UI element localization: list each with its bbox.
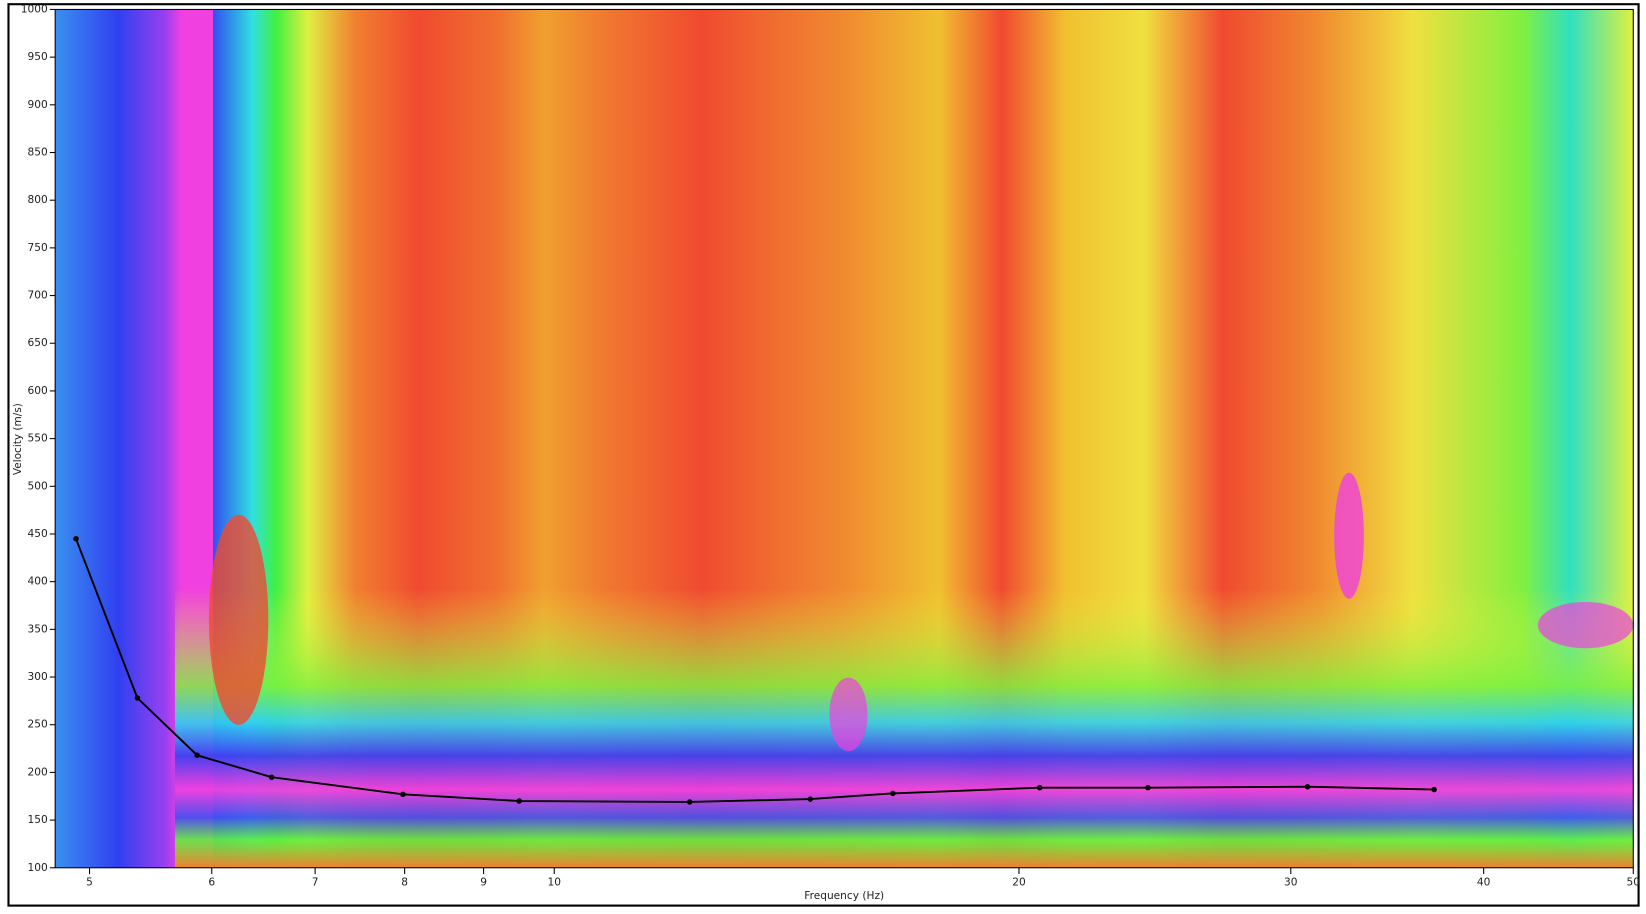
point: [1304, 783, 1311, 790]
y-tick-label: 350: [27, 623, 48, 635]
y-tick-label: 100: [27, 862, 48, 874]
heatmap-spot: [208, 514, 269, 725]
heatmap-spot: [1334, 472, 1364, 599]
y-axis-label: Velocity (m/s): [12, 403, 24, 475]
point: [890, 790, 896, 797]
y-tick-label: 450: [27, 528, 48, 540]
y-tick-label: 900: [27, 99, 48, 111]
x-tick-label: 6: [208, 877, 215, 889]
heatmap-band: [174, 588, 1634, 868]
x-axis-label: Frequency (Hz): [804, 890, 884, 902]
y-tick-label: 500: [27, 480, 48, 492]
x-tick-label: 8: [401, 877, 408, 889]
point: [134, 695, 141, 701]
heatmap-spot: [829, 677, 868, 752]
x-tick-label: 30: [1284, 877, 1298, 889]
y-tick-label: 200: [27, 766, 48, 778]
y-tick-label: 800: [27, 194, 48, 206]
point: [400, 791, 406, 798]
y-tick-label: 250: [27, 719, 48, 731]
y-tick-label: 950: [27, 51, 48, 63]
outer-frame: [7, 3, 1640, 907]
point: [1036, 784, 1043, 791]
y-tick-label: 1000: [21, 3, 48, 15]
x-tick-label: 40: [1477, 877, 1491, 889]
x-tick-label: 20: [1012, 877, 1026, 889]
point: [1431, 786, 1437, 793]
y-tick-label: 650: [27, 337, 48, 349]
x-tick-label: 10: [548, 877, 562, 889]
point: [516, 798, 522, 804]
x-tick-label: 7: [312, 877, 319, 889]
x-tick-label: 50: [1627, 877, 1641, 889]
y-tick-label: 600: [27, 385, 48, 397]
y-tick-label: 750: [27, 242, 48, 254]
y-tick-label: 400: [27, 576, 48, 588]
y-tick-label: 300: [27, 671, 48, 683]
y-tick-label: 150: [27, 814, 48, 826]
point: [268, 774, 275, 780]
heatmap-spot: [1537, 601, 1634, 649]
point: [1145, 784, 1151, 791]
point: [687, 799, 693, 805]
x-tick-label: 5: [86, 877, 93, 889]
point: [73, 536, 79, 542]
point: [194, 752, 200, 758]
x-tick-label: 9: [480, 877, 487, 889]
y-tick-label: 700: [27, 290, 48, 302]
y-tick-label: 850: [27, 147, 48, 159]
point: [807, 796, 814, 802]
y-tick-label: 550: [27, 433, 48, 445]
